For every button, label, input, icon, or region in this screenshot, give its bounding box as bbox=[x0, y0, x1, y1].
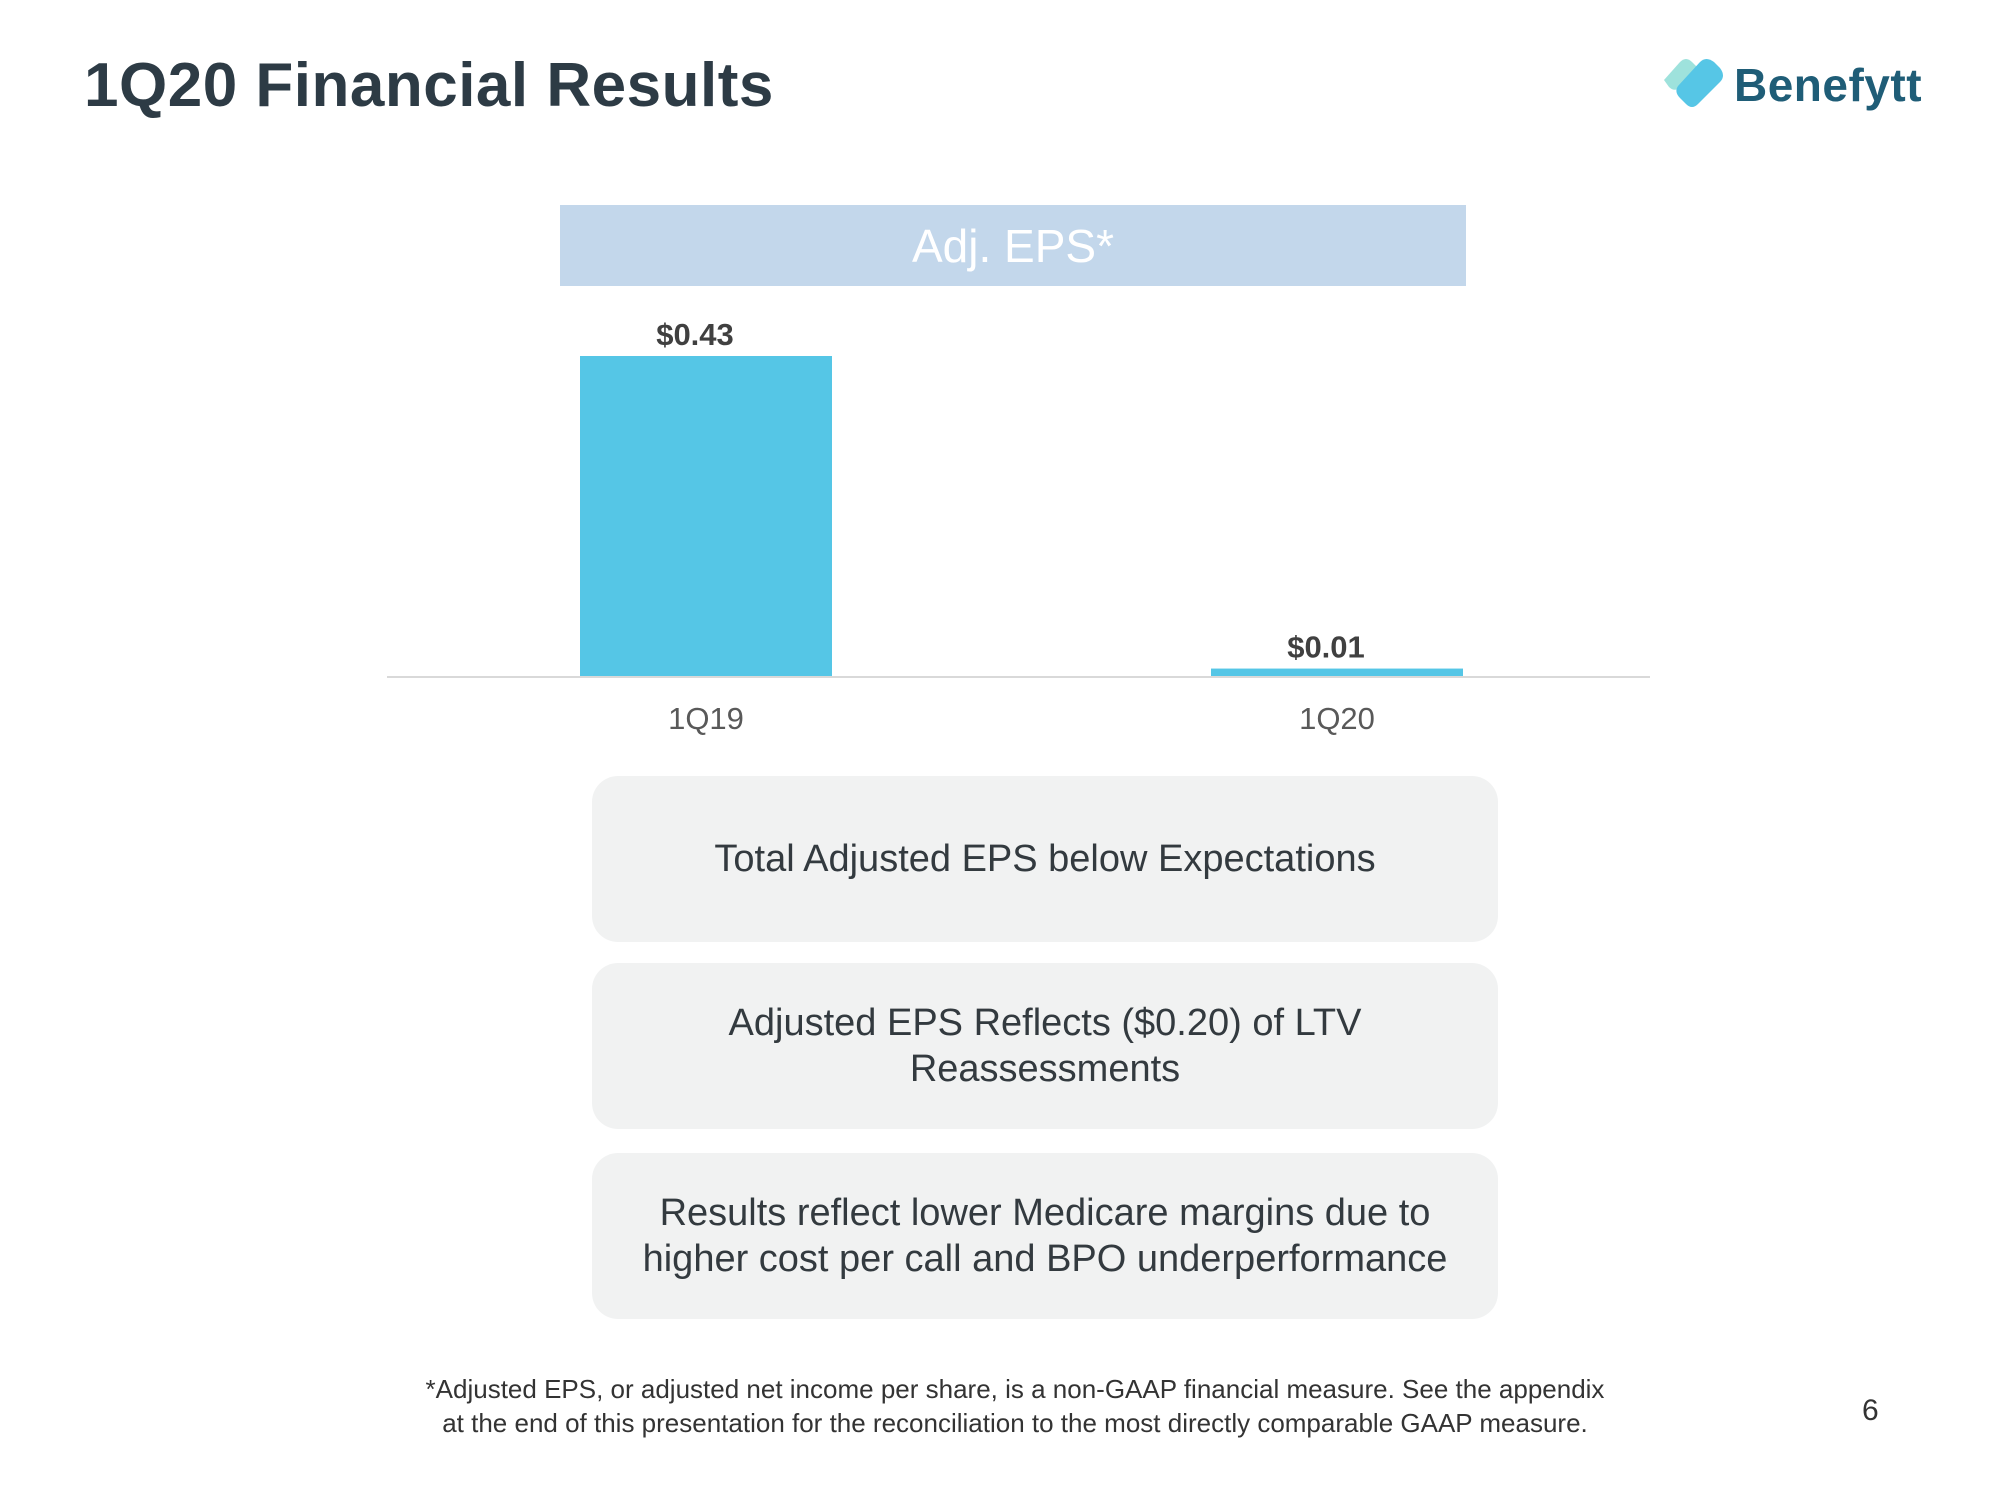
bar-1Q20 bbox=[1211, 668, 1463, 676]
insight-card-3: Results reflect lower Medicare margins d… bbox=[592, 1153, 1498, 1319]
benefytt-logo: Benefytt bbox=[1660, 56, 1950, 116]
chart-title: Adj. EPS* bbox=[912, 219, 1114, 272]
footnote: *Adjusted EPS, or adjusted net income pe… bbox=[380, 1372, 1650, 1440]
chart-title-banner: Adj. EPS* bbox=[560, 205, 1466, 286]
insight-card-text: Results reflect lower Medicare margins d… bbox=[642, 1192, 1448, 1280]
logo-mark-icon bbox=[1664, 59, 1723, 107]
insight-card-text: Total Adjusted EPS below Expectations bbox=[714, 838, 1376, 880]
insight-card-text: Adjusted EPS Reflects ($0.20) of LTV Rea… bbox=[728, 1002, 1362, 1090]
logo-mark-back bbox=[1664, 59, 1698, 90]
insight-card-1: Total Adjusted EPS below Expectations bbox=[592, 776, 1498, 942]
tick-label-1Q20: 1Q20 bbox=[1299, 701, 1375, 736]
footnote-line: at the end of this presentation for the … bbox=[442, 1408, 1588, 1438]
logo-text: Benefytt bbox=[1734, 59, 1923, 111]
eps-bar-chart: $0.43 1Q19 $0.01 1Q20 bbox=[387, 317, 1650, 736]
footnote-line: *Adjusted EPS, or adjusted net income pe… bbox=[425, 1374, 1605, 1404]
logo-mark-front bbox=[1676, 59, 1723, 107]
data-label-1Q20: $0.01 bbox=[1287, 630, 1365, 665]
slide-title: 1Q20 Financial Results bbox=[84, 51, 774, 120]
data-label-1Q19: $0.43 bbox=[656, 317, 734, 352]
page-number: 6 bbox=[1862, 1394, 1879, 1427]
insight-card-2: Adjusted EPS Reflects ($0.20) of LTV Rea… bbox=[592, 963, 1498, 1129]
tick-label-1Q19: 1Q19 bbox=[668, 701, 744, 736]
bar-1Q19 bbox=[580, 356, 832, 676]
